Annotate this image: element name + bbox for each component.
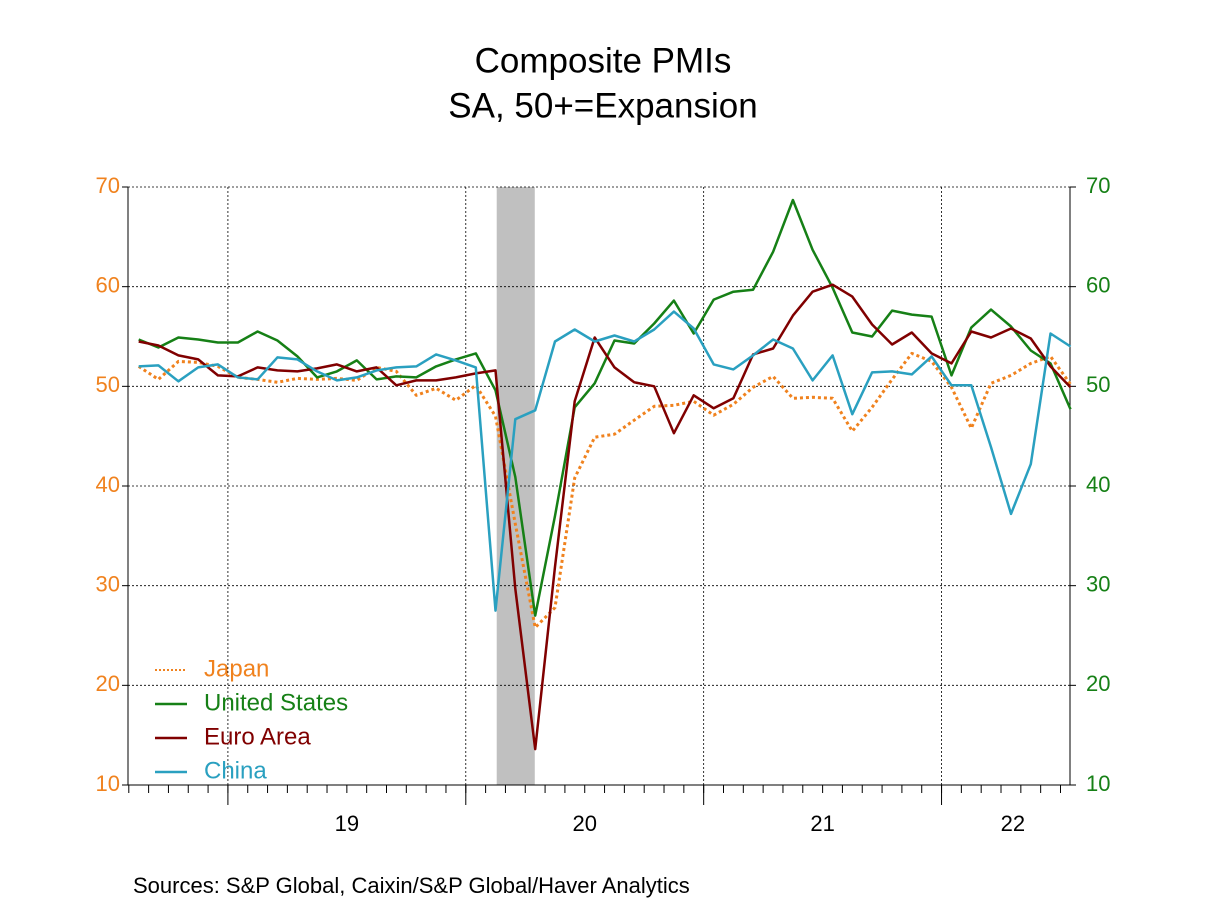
series-line — [138, 283, 1072, 751]
x-tick-label: 22 — [1001, 811, 1025, 836]
y2-tick-label: 10 — [1086, 771, 1110, 796]
series-line — [138, 310, 1072, 612]
series-line — [138, 198, 1072, 617]
x-tick-label: 21 — [810, 811, 834, 836]
y-tick-label: 60 — [96, 272, 120, 297]
y2-tick-label: 60 — [1086, 272, 1110, 297]
source-note: Sources: S&P Global, Caixin/S&P Global/H… — [133, 873, 690, 898]
legend-label: United States — [204, 689, 348, 716]
y2-tick-label: 70 — [1086, 173, 1110, 198]
y-tick-label: 10 — [96, 771, 120, 796]
y2-tick-label: 30 — [1086, 571, 1110, 596]
y-tick-label: 40 — [96, 472, 120, 497]
y2-tick-label: 20 — [1086, 671, 1110, 696]
x-tick-label: 20 — [572, 811, 596, 836]
legend-label: Japan — [204, 655, 269, 682]
y2-tick-label: 40 — [1086, 472, 1110, 497]
chart-subtitle: SA, 50+=Expansion — [448, 86, 757, 125]
y-tick-label: 30 — [96, 571, 120, 596]
legend-label: Euro Area — [204, 723, 311, 750]
series-line — [137, 351, 1072, 629]
y-tick-label: 70 — [96, 173, 120, 198]
chart-title: Composite PMIs — [475, 41, 732, 80]
y2-tick-label: 50 — [1086, 372, 1110, 397]
y-tick-label: 50 — [96, 372, 120, 397]
legend-label: China — [204, 757, 267, 784]
y-tick-label: 20 — [96, 671, 120, 696]
x-tick-label: 19 — [335, 811, 359, 836]
